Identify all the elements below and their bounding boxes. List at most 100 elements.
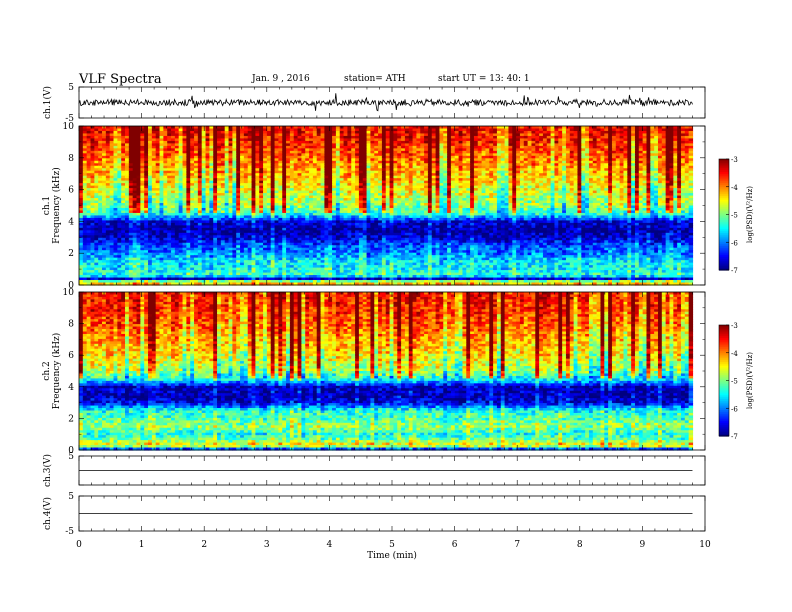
spectrogram-cell xyxy=(347,128,352,132)
spectrogram-cell xyxy=(684,153,690,157)
spectrogram-cell xyxy=(493,135,498,140)
spectrogram-cell xyxy=(358,183,364,187)
spectrogram-cell xyxy=(393,143,398,147)
spectrogram-cell xyxy=(565,155,571,159)
spectrogram-cell xyxy=(585,150,590,154)
spectrogram-cell xyxy=(366,170,371,174)
spectrogram-cell xyxy=(627,188,632,192)
spectrogram-cell xyxy=(240,153,245,157)
spectrogram-cell xyxy=(508,163,513,167)
spectrogram-cell xyxy=(236,168,241,172)
spectrogram-cell xyxy=(213,185,218,189)
spectrogram-cell xyxy=(523,133,529,137)
spectrogram-cell xyxy=(255,183,260,187)
spectrogram-cell xyxy=(236,180,241,184)
spectrogram-cell xyxy=(194,135,199,140)
spectrogram-cell xyxy=(182,173,187,177)
spectrogram-cell xyxy=(466,185,471,189)
spectrogram-cell xyxy=(458,160,464,164)
spectrogram-cell xyxy=(611,170,617,174)
spectrogram-cell xyxy=(443,145,448,149)
spectrogram-cell xyxy=(650,155,655,159)
spectrogram-cell xyxy=(623,163,628,167)
spectrogram-cell xyxy=(481,180,487,184)
spectrogram-cell xyxy=(102,178,107,182)
spectrogram-cell xyxy=(263,133,268,137)
spectrogram-cell xyxy=(680,168,686,172)
spectrogram-cell xyxy=(462,158,467,162)
spectrogram-cell xyxy=(113,140,118,144)
spectrogram-cell xyxy=(263,180,268,184)
spectrogram-cell xyxy=(121,138,126,142)
spectrogram-cell xyxy=(481,130,487,135)
spectrogram-cell xyxy=(228,188,233,192)
spectrogram-cell xyxy=(94,190,99,194)
spectrogram-cell xyxy=(439,138,444,142)
spectrogram-cell xyxy=(255,138,260,142)
spectrogram-cell xyxy=(136,155,141,159)
spectrogram-cell xyxy=(151,140,157,144)
spectrogram-cell xyxy=(86,183,92,187)
spectrogram-cell xyxy=(305,143,310,147)
spectrogram-cell xyxy=(450,126,456,130)
spectrogram-cell xyxy=(408,145,414,149)
spectrogram-cell xyxy=(604,130,609,135)
spectrogram-cell xyxy=(466,190,471,194)
spectrogram-cell xyxy=(266,145,272,149)
spectrogram-cell xyxy=(209,126,214,130)
spectrogram-cell xyxy=(389,155,394,159)
spectrogram-cell xyxy=(608,145,613,149)
spectrogram-cell xyxy=(585,138,590,142)
spectrogram-cell xyxy=(98,128,103,132)
spectrogram-cell xyxy=(113,160,118,164)
spectrogram-cell xyxy=(128,175,134,179)
spectrogram-cell xyxy=(650,150,655,154)
spectrogram-cell xyxy=(535,160,540,164)
spectrogram-cell xyxy=(201,165,207,169)
spectrogram-cell xyxy=(638,175,644,179)
spectrogram-cell xyxy=(163,130,168,135)
spectrogram-cell xyxy=(266,128,272,132)
spectrogram-cell xyxy=(531,170,536,174)
spectrogram-cell xyxy=(167,178,172,182)
spectrogram-cell xyxy=(381,175,387,179)
spectrogram-cell xyxy=(132,163,138,167)
spectrogram-cell xyxy=(489,128,494,132)
spectrogram-cell xyxy=(289,155,295,159)
spectrogram-cell xyxy=(324,140,329,144)
spectrogram-cell xyxy=(565,190,571,194)
spectrogram-cell xyxy=(217,180,222,184)
spectrogram-cell xyxy=(416,145,421,149)
spectrogram-cell xyxy=(512,175,517,179)
spectrogram-cell xyxy=(631,155,636,159)
spectrogram-cell xyxy=(132,173,138,177)
spectrogram-cell xyxy=(378,158,383,162)
spectrogram-cell xyxy=(102,188,107,192)
spectrogram-cell xyxy=(608,128,613,132)
spectrogram-cell xyxy=(358,150,364,154)
spectrogram-cell xyxy=(217,135,222,140)
spectrogram-cell xyxy=(144,140,149,144)
spectrogram-cell xyxy=(661,178,667,182)
spectrogram-cell xyxy=(531,155,536,159)
spectrogram-cell xyxy=(182,150,187,154)
spectrogram-cell xyxy=(512,188,517,192)
spectrogram-cell xyxy=(619,133,625,137)
spectrogram-cell xyxy=(247,158,253,162)
spectrogram-cell xyxy=(121,153,126,157)
spectrogram-cell xyxy=(355,153,360,157)
spectrogram-cell xyxy=(171,138,176,142)
spectrogram-cell xyxy=(527,153,533,157)
spectrogram-cell xyxy=(504,173,510,177)
spectrogram-cell xyxy=(374,150,379,154)
spectrogram-cell xyxy=(608,168,613,172)
spectrogram-cell xyxy=(243,143,249,147)
spectrogram-cell xyxy=(358,145,364,149)
spectrogram-cell xyxy=(688,183,694,187)
spectrogram-cell xyxy=(550,126,556,130)
spectrogram-cell xyxy=(562,158,567,162)
spectrogram-cell xyxy=(569,165,575,169)
spectrogram-cell xyxy=(527,183,533,187)
spectrogram-cell xyxy=(539,170,544,174)
spectrogram-cell xyxy=(623,133,628,137)
